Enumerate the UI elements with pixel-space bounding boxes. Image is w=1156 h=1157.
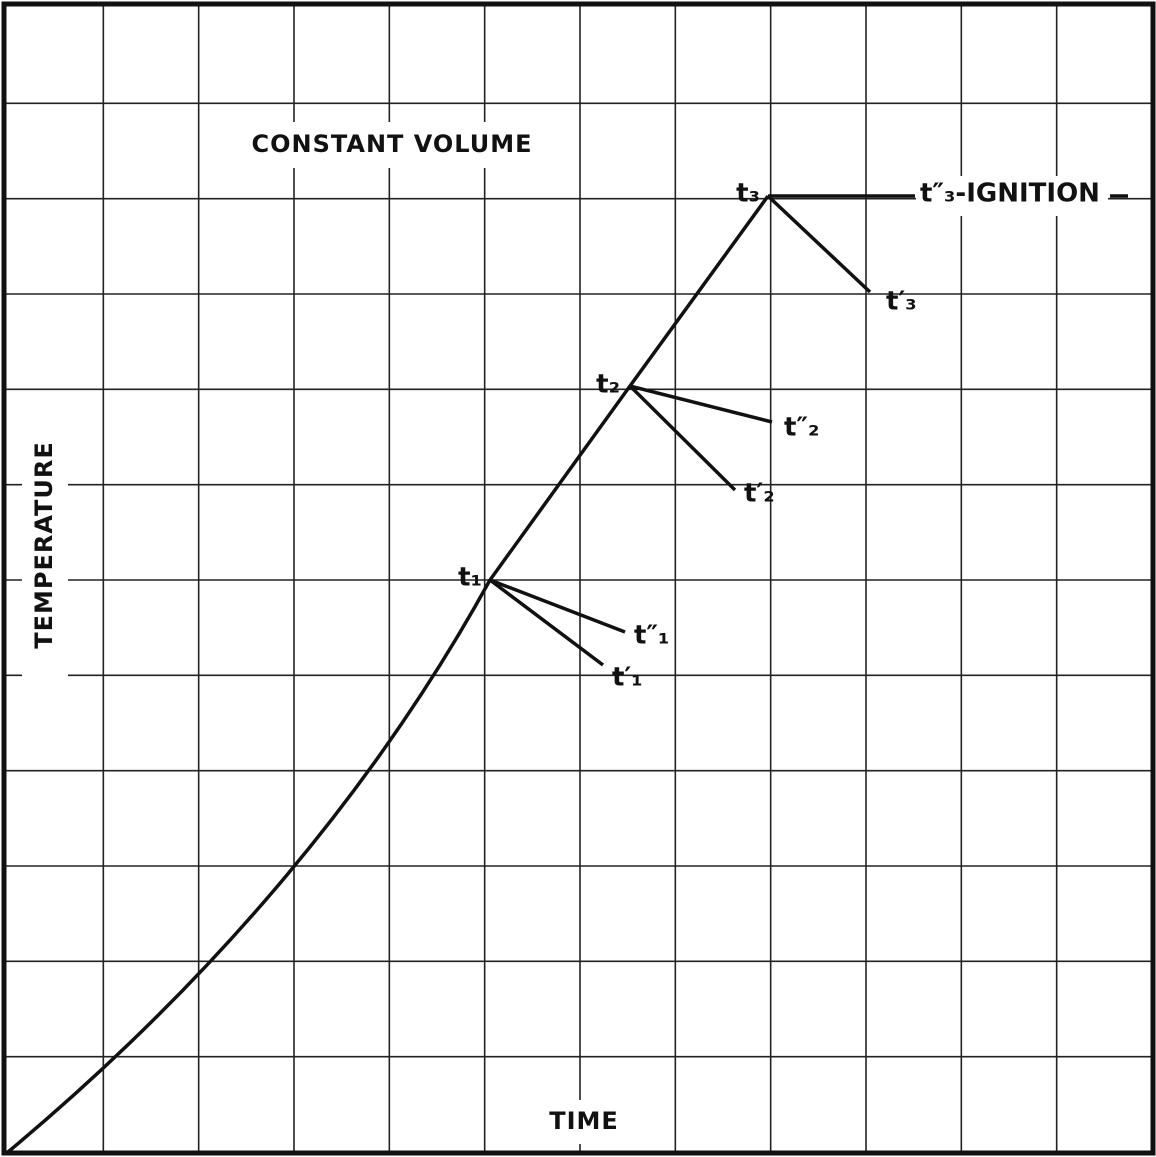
point-label: t′₁ [612,663,643,693]
point-label: t₁ [458,563,482,593]
x-axis-label: TIME [549,1107,619,1135]
grid [6,6,1151,1151]
y-axis-label: TEMPERATURE [30,441,58,649]
point-label: t″₂ [784,413,819,443]
point-label: t₃ [736,179,760,209]
point-label: t″₁ [634,621,669,651]
y-label-backdrop [22,410,68,680]
title: CONSTANT VOLUME [251,130,532,158]
title-backdrop [225,122,560,168]
branch-line [488,578,605,667]
branch-line [489,578,626,634]
label-backdrop [916,176,1108,216]
point-label: t′₃ [886,287,917,317]
branch-line [766,194,872,294]
x-label-backdrop [535,1100,635,1144]
temperature-curve [6,194,770,1154]
point-label: t′₂ [744,479,775,509]
point-label: t₂ [596,370,620,400]
branch-line [628,384,737,492]
point-label: t″₃-IGNITION [920,179,1100,209]
branch-line [629,384,773,424]
